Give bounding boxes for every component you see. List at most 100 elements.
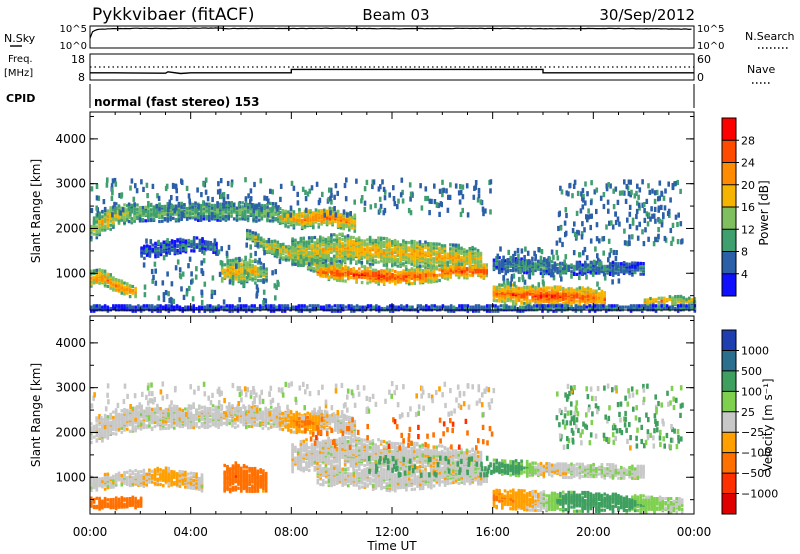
power-cell [520,260,523,264]
power-cell [517,294,521,298]
power-cell [382,269,386,273]
power-cell [162,305,165,309]
power-cell [244,214,247,218]
power-cell [278,304,281,308]
power-cell [268,219,272,223]
power-cell [340,261,343,265]
power-cell [103,212,107,216]
power-cell [577,305,580,309]
power-cell [548,290,551,294]
power-cell [346,246,350,250]
power-cell [166,202,170,206]
power-cell [391,268,394,272]
power-cell [92,216,96,220]
power-cell [509,295,512,299]
power-cell [457,265,461,269]
power-cell [346,234,350,238]
power-cell [123,281,126,285]
power-cell [147,206,150,211]
power-cell [112,304,115,308]
power-cell [123,207,126,211]
power-cell [624,305,627,309]
power-cell [555,304,558,308]
power-cell [128,304,132,308]
power-cell [457,262,461,266]
power-cell [123,216,126,220]
power-cell [676,294,680,299]
power-cell [556,288,559,292]
power-cell [435,265,438,269]
power-scatter-cell [204,189,208,195]
power-cell [352,240,355,244]
power-cell [534,290,537,294]
power-cell [531,287,534,291]
power-cell [126,204,129,208]
power-cell [324,261,328,266]
power-scatter-cell [328,187,331,193]
power-cell [212,250,215,254]
power-cell [208,206,211,210]
power-cell [502,304,506,308]
power-cell [633,271,637,275]
power-cell [106,272,110,276]
power-cell [432,257,436,261]
power-cell [521,305,525,309]
power-cell [254,235,257,239]
power-cell [208,215,211,220]
power-scatter-cell [276,206,279,212]
power-cell [316,272,320,276]
power-cell [632,304,636,308]
power-cell [451,246,455,250]
power-cell [432,266,436,270]
power-cell [349,238,353,242]
power-cell [349,267,353,272]
power-scatter-cell [477,187,481,194]
power-cell [427,305,431,309]
power-cell [440,254,444,258]
power-cell [407,279,411,283]
power-cell [463,276,466,280]
power-cell [592,289,595,293]
power-cell [352,250,355,254]
power-cell [371,277,375,282]
power-cell [369,304,373,308]
power-cell [385,262,389,266]
power-cell [246,219,250,223]
power-cell [245,304,248,308]
power-cell [471,265,475,269]
power-cell [631,273,634,277]
power-cell [361,309,364,313]
power-cell [106,209,110,213]
power-cell [405,267,408,271]
power-cell [449,247,452,251]
power-cell [161,219,164,223]
power-cell [506,258,510,262]
power-cell [654,298,658,302]
power-scatter-cell [383,189,387,195]
power-cell [366,281,369,285]
power-cell [302,263,305,267]
power-cell [402,305,406,309]
power-cell [141,205,145,210]
nsky-tick-bottom: 10^0 [60,41,87,52]
power-scatter-cell [304,189,307,195]
power-cell [556,285,559,289]
power-cell [248,265,252,269]
power-cell [468,251,472,255]
power-cell [180,204,183,208]
power-scatter-cell [476,197,480,203]
power-cell [642,264,645,268]
power-cell [127,215,131,220]
power-cell [279,243,282,247]
power-cell [358,267,361,271]
power-cell [534,268,537,273]
power-cell [572,299,576,303]
power-cell [566,304,569,308]
power-cell [278,207,282,211]
power-cell [191,216,194,220]
power-cell [167,304,171,308]
power-cell [145,244,149,248]
power-cell [360,245,364,250]
power-cell [682,304,685,308]
power-cell [471,245,474,250]
